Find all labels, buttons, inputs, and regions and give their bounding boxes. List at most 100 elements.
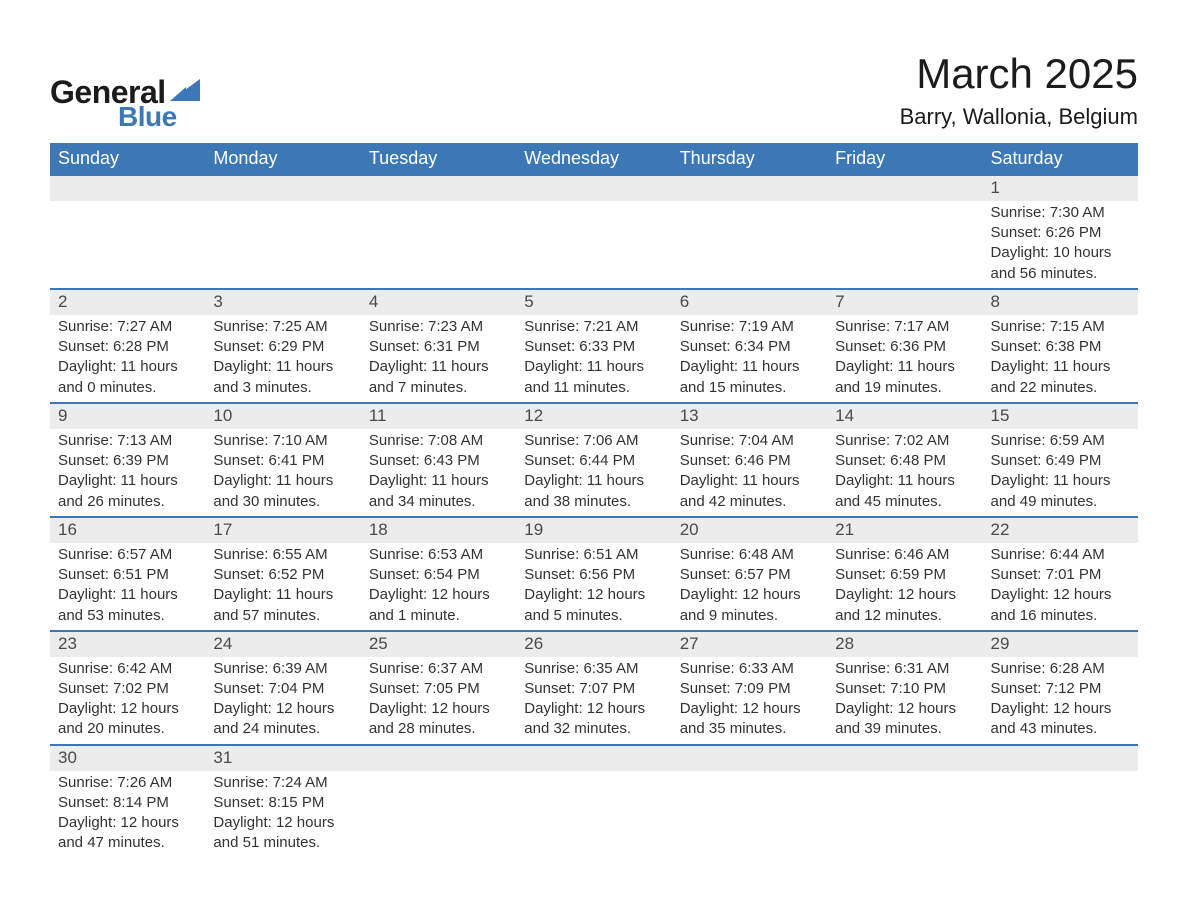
day-sunrise: Sunrise: 7:15 AM (991, 317, 1130, 337)
day-number-cell (50, 175, 205, 201)
day-sunrise: Sunrise: 6:46 AM (835, 545, 974, 565)
day-sunset: Sunset: 6:59 PM (835, 565, 974, 585)
day-sunset: Sunset: 6:26 PM (991, 223, 1130, 243)
day-dl1: Daylight: 12 hours (680, 699, 819, 719)
day-dl2: and 47 minutes. (58, 833, 197, 853)
logo-word-blue: Blue (118, 101, 200, 133)
day-dl1: Daylight: 12 hours (524, 699, 663, 719)
day-detail-cell (361, 201, 516, 289)
day-dl2: and 5 minutes. (524, 606, 663, 626)
day-dl2: and 35 minutes. (680, 719, 819, 739)
day-dl2: and 43 minutes. (991, 719, 1130, 739)
day-dl2: and 42 minutes. (680, 492, 819, 512)
day-sunset: Sunset: 6:43 PM (369, 451, 508, 471)
day-sunrise: Sunrise: 7:25 AM (213, 317, 352, 337)
calendar-body: 1 Sunrise: 7:30 AMSunset: 6:26 PMDayligh… (50, 175, 1138, 858)
day-sunrise: Sunrise: 7:24 AM (213, 773, 352, 793)
day-sunset: Sunset: 7:10 PM (835, 679, 974, 699)
day-dl1: Daylight: 12 hours (991, 585, 1130, 605)
day-sunset: Sunset: 6:31 PM (369, 337, 508, 357)
day-dl2: and 15 minutes. (680, 378, 819, 398)
day-dl2: and 1 minute. (369, 606, 508, 626)
day-dl2: and 51 minutes. (213, 833, 352, 853)
day-detail-cell: Sunrise: 7:04 AMSunset: 6:46 PMDaylight:… (672, 429, 827, 517)
day-dl1: Daylight: 11 hours (680, 471, 819, 491)
day-dl1: Daylight: 11 hours (369, 357, 508, 377)
day-dl1: Daylight: 12 hours (835, 699, 974, 719)
day-dl1: Daylight: 11 hours (680, 357, 819, 377)
day-sunset: Sunset: 7:02 PM (58, 679, 197, 699)
day-dl2: and 53 minutes. (58, 606, 197, 626)
day-number-cell: 28 (827, 631, 982, 657)
location-text: Barry, Wallonia, Belgium (900, 104, 1138, 130)
day-sunset: Sunset: 6:33 PM (524, 337, 663, 357)
day-sunrise: Sunrise: 7:17 AM (835, 317, 974, 337)
day-detail-cell: Sunrise: 6:55 AMSunset: 6:52 PMDaylight:… (205, 543, 360, 631)
day-number-cell: 2 (50, 289, 205, 315)
day-detail-row: Sunrise: 6:57 AMSunset: 6:51 PMDaylight:… (50, 543, 1138, 631)
day-sunrise: Sunrise: 6:37 AM (369, 659, 508, 679)
day-number-cell (205, 175, 360, 201)
day-dl1: Daylight: 11 hours (835, 357, 974, 377)
day-detail-cell (516, 771, 671, 858)
day-dl2: and 19 minutes. (835, 378, 974, 398)
day-detail-cell: Sunrise: 7:06 AMSunset: 6:44 PMDaylight:… (516, 429, 671, 517)
day-detail-cell: Sunrise: 6:46 AMSunset: 6:59 PMDaylight:… (827, 543, 982, 631)
day-dl1: Daylight: 12 hours (835, 585, 974, 605)
day-detail-cell: Sunrise: 7:30 AMSunset: 6:26 PMDaylight:… (983, 201, 1138, 289)
day-number-cell (672, 745, 827, 771)
day-sunset: Sunset: 6:44 PM (524, 451, 663, 471)
day-sunset: Sunset: 6:34 PM (680, 337, 819, 357)
day-sunrise: Sunrise: 7:06 AM (524, 431, 663, 451)
day-number-row: 1 (50, 175, 1138, 201)
day-detail-cell (361, 771, 516, 858)
day-sunrise: Sunrise: 6:28 AM (991, 659, 1130, 679)
day-dl1: Daylight: 10 hours (991, 243, 1130, 263)
day-detail-row: Sunrise: 7:13 AMSunset: 6:39 PMDaylight:… (50, 429, 1138, 517)
day-detail-cell: Sunrise: 6:57 AMSunset: 6:51 PMDaylight:… (50, 543, 205, 631)
day-detail-cell (983, 771, 1138, 858)
month-title: March 2025 (900, 50, 1138, 98)
day-detail-cell: Sunrise: 6:53 AMSunset: 6:54 PMDaylight:… (361, 543, 516, 631)
day-dl2: and 57 minutes. (213, 606, 352, 626)
day-sunset: Sunset: 7:07 PM (524, 679, 663, 699)
day-sunset: Sunset: 8:14 PM (58, 793, 197, 813)
day-detail-cell: Sunrise: 6:42 AMSunset: 7:02 PMDaylight:… (50, 657, 205, 745)
day-sunset: Sunset: 6:38 PM (991, 337, 1130, 357)
day-sunrise: Sunrise: 6:51 AM (524, 545, 663, 565)
day-detail-cell: Sunrise: 7:23 AMSunset: 6:31 PMDaylight:… (361, 315, 516, 403)
day-number-cell: 16 (50, 517, 205, 543)
day-number-cell: 24 (205, 631, 360, 657)
day-number-cell: 27 (672, 631, 827, 657)
day-dl1: Daylight: 11 hours (213, 357, 352, 377)
day-sunrise: Sunrise: 7:21 AM (524, 317, 663, 337)
day-dl2: and 38 minutes. (524, 492, 663, 512)
day-dl2: and 24 minutes. (213, 719, 352, 739)
day-detail-cell (50, 201, 205, 289)
day-number-cell (672, 175, 827, 201)
day-sunrise: Sunrise: 7:26 AM (58, 773, 197, 793)
day-dl1: Daylight: 11 hours (524, 471, 663, 491)
day-dl2: and 20 minutes. (58, 719, 197, 739)
day-number-cell: 29 (983, 631, 1138, 657)
day-detail-cell: Sunrise: 6:39 AMSunset: 7:04 PMDaylight:… (205, 657, 360, 745)
day-number-row: 16171819202122 (50, 517, 1138, 543)
day-dl2: and 3 minutes. (213, 378, 352, 398)
day-dl1: Daylight: 11 hours (991, 357, 1130, 377)
day-dl1: Daylight: 12 hours (213, 813, 352, 833)
day-dl2: and 0 minutes. (58, 378, 197, 398)
day-detail-cell: Sunrise: 7:13 AMSunset: 6:39 PMDaylight:… (50, 429, 205, 517)
day-detail-cell (672, 771, 827, 858)
weekday-header: Tuesday (361, 143, 516, 175)
day-sunrise: Sunrise: 6:44 AM (991, 545, 1130, 565)
day-detail-cell: Sunrise: 7:19 AMSunset: 6:34 PMDaylight:… (672, 315, 827, 403)
day-sunset: Sunset: 6:57 PM (680, 565, 819, 585)
day-detail-cell: Sunrise: 6:37 AMSunset: 7:05 PMDaylight:… (361, 657, 516, 745)
day-dl1: Daylight: 11 hours (58, 585, 197, 605)
weekday-header: Thursday (672, 143, 827, 175)
day-detail-cell (672, 201, 827, 289)
day-sunrise: Sunrise: 7:19 AM (680, 317, 819, 337)
day-dl1: Daylight: 11 hours (58, 357, 197, 377)
day-detail-row: Sunrise: 7:26 AMSunset: 8:14 PM Daylight:… (50, 771, 1138, 858)
day-number-cell: 9 (50, 403, 205, 429)
